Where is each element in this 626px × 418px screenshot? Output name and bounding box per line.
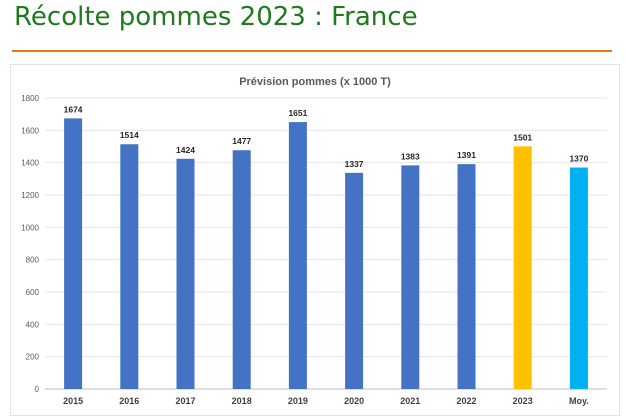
data-label: 1477 <box>232 136 251 146</box>
y-tick-label: 800 <box>26 256 40 265</box>
bar-2015 <box>64 118 83 389</box>
x-category-label: 2022 <box>456 396 476 406</box>
bar-2016 <box>120 144 139 389</box>
x-category-label: 2018 <box>232 396 252 406</box>
slide-title: Récolte pommes 2023 : France <box>14 2 418 32</box>
x-category-label: 2019 <box>288 396 308 406</box>
bar-chart: Prévision pommes (x 1000 T) 0 200 400 600 80… <box>21 76 607 406</box>
x-category-label: 2017 <box>175 396 195 406</box>
data-label: 1383 <box>401 151 420 161</box>
bars <box>64 118 588 390</box>
title-rule <box>12 50 612 52</box>
bar-2021 <box>401 165 420 389</box>
x-category-label: 2016 <box>119 396 139 406</box>
data-labels: 1674 1514 1424 1477 1651 1337 1383 1391 1501 1370 <box>64 104 589 168</box>
data-label: 1391 <box>457 150 476 160</box>
x-category-label: 2015 <box>63 396 83 406</box>
x-category-label: Moy. <box>569 396 589 406</box>
data-label: 1501 <box>513 132 532 142</box>
x-category-label: 2021 <box>400 396 420 406</box>
bar-2018 <box>232 150 251 389</box>
data-label: 1674 <box>64 104 83 114</box>
data-label: 1337 <box>345 159 364 169</box>
y-tick-label: 1400 <box>21 159 39 168</box>
bar-2020 <box>345 172 364 389</box>
x-category-label: 2020 <box>344 396 364 406</box>
bar-2017 <box>176 158 195 389</box>
y-tick-label: 200 <box>26 353 40 362</box>
y-tick-label: 1000 <box>21 223 39 232</box>
y-tick-label: 1200 <box>21 191 39 200</box>
chart-frame: Prévision pommes (x 1000 T) 0 200 400 600 80… <box>10 64 620 416</box>
y-tick-label: 600 <box>26 288 40 297</box>
x-category-label: 2023 <box>513 396 533 406</box>
y-tick-label: 400 <box>26 320 40 329</box>
bar-2023 <box>513 146 532 389</box>
gridlines <box>45 97 607 390</box>
y-tick-label: 1800 <box>21 94 39 103</box>
y-axis-ticks: 0 200 400 600 800 1000 1200 1400 1600 1800 <box>21 94 39 394</box>
bar-2022 <box>457 164 476 389</box>
data-label: 1514 <box>120 130 139 140</box>
chart-title: Prévision pommes (x 1000 T) <box>239 76 391 88</box>
data-label: 1424 <box>176 145 195 155</box>
data-label: 1370 <box>569 154 588 164</box>
data-label: 1651 <box>288 108 307 118</box>
x-axis-categories: 2015 2016 2017 2018 2019 2020 2021 2022 2023 Moy. <box>63 396 589 406</box>
bar-moy <box>569 167 588 389</box>
bar-2019 <box>288 122 307 390</box>
y-tick-label: 1600 <box>21 126 39 135</box>
y-tick-label: 0 <box>35 385 40 394</box>
